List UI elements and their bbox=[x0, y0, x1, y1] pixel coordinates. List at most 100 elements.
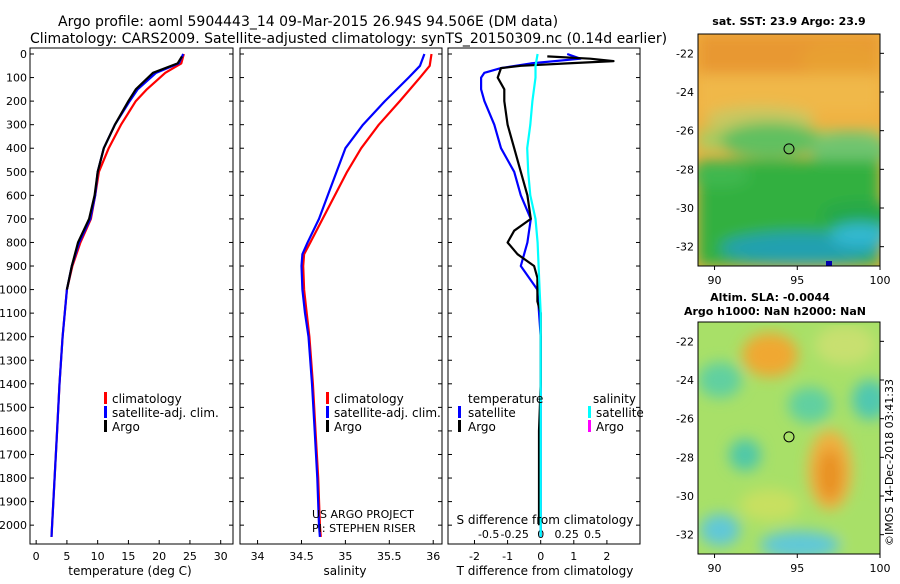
difference-legend-temperature: temperature satellite Argo bbox=[458, 392, 543, 434]
map-x-tick-label: 95 bbox=[790, 274, 804, 287]
map-y-tick-label: -22 bbox=[676, 335, 694, 348]
y-tick-label: 500 bbox=[6, 166, 27, 179]
sst-map: sat. SST: 23.9 Argo: 23.9 90 95 100-22-24- bbox=[676, 15, 890, 287]
map-x-tick-label: 95 bbox=[790, 562, 804, 575]
x-tick-label: 36 bbox=[426, 550, 440, 563]
y-tick-label: 1400 bbox=[0, 378, 27, 391]
map-x-tick-label: 100 bbox=[870, 562, 891, 575]
legend-swatch-climatology bbox=[326, 392, 329, 404]
x-top-tick-label: -0.5 bbox=[478, 528, 499, 541]
temperature-legend: climatology satellite-adj. clim. Argo bbox=[104, 392, 219, 434]
map-y-tick-label: -32 bbox=[676, 241, 694, 254]
salinity-legend: climatology satellite-adj. clim. Argo bbox=[326, 392, 441, 434]
y-tick-label: 200 bbox=[6, 95, 27, 108]
legend-swatch-t-argo bbox=[458, 420, 461, 432]
y-tick-label: 1100 bbox=[0, 307, 27, 320]
legend-swatch-argo bbox=[104, 420, 107, 432]
s-difference-axis-label: S difference from climatology bbox=[457, 513, 634, 527]
x-tick-label: 10 bbox=[91, 550, 105, 563]
map-y-tick-label: -30 bbox=[676, 490, 694, 503]
sst-float-marker bbox=[783, 143, 795, 155]
y-tick-label: 1200 bbox=[0, 331, 27, 344]
y-tick-label: 300 bbox=[6, 119, 27, 132]
legend-swatch-t-satellite bbox=[458, 406, 461, 418]
sla-float-marker bbox=[783, 431, 795, 443]
legend-label-climatology: climatology bbox=[334, 392, 404, 406]
map-y-tick-label: -22 bbox=[676, 47, 694, 60]
x-tick-label: 35.5 bbox=[377, 550, 402, 563]
series-line-s-satellite bbox=[526, 53, 542, 537]
salinity-axis-label: salinity bbox=[323, 564, 366, 578]
temperature-axis-label: temperature (deg C) bbox=[68, 564, 191, 578]
x-tick-label: 35 bbox=[338, 550, 352, 563]
x-tick-label: 30 bbox=[214, 550, 228, 563]
x-tick-label: -1 bbox=[502, 550, 513, 563]
x-tick-label: 34 bbox=[251, 550, 265, 563]
map-x-tick-label: 100 bbox=[870, 274, 891, 287]
y-tick-label: 1600 bbox=[0, 425, 27, 438]
legend-swatch-climatology bbox=[104, 392, 107, 404]
series-line-satellite-adj-clim- bbox=[300, 53, 426, 537]
map-y-tick-label: -24 bbox=[676, 86, 694, 99]
y-tick-label: 1500 bbox=[0, 401, 27, 414]
temperature-lines bbox=[50, 53, 185, 537]
x-tick-label: 5 bbox=[63, 550, 70, 563]
x-top-tick-label: 0.25 bbox=[554, 528, 579, 541]
series-line-climatology bbox=[302, 53, 433, 537]
sst-map-title: sat. SST: 23.9 Argo: 23.9 bbox=[712, 15, 865, 28]
x-tick-label: 20 bbox=[152, 550, 166, 563]
legend-label-t-satellite: satellite bbox=[468, 406, 516, 420]
map-y-tick-label: -24 bbox=[676, 374, 694, 387]
x-tick-label: 15 bbox=[121, 550, 135, 563]
x-top-tick-label: -0.25 bbox=[500, 528, 528, 541]
sst-map-axes: 90 95 100 -22 -24 -26 -28 -30 -32 bbox=[676, 47, 890, 287]
legend-swatch-satellite bbox=[104, 406, 107, 418]
header-line-1: Argo profile: aoml 5904443_14 09-Mar-201… bbox=[58, 14, 558, 30]
sla-map-title-line-1: Altim. SLA: -0.0044 bbox=[710, 291, 830, 304]
footer-stamp: ©IMOS 14-Dec-2018 03:41:33 bbox=[883, 379, 896, 546]
y-tick-label: 900 bbox=[6, 260, 27, 273]
sla-map-field bbox=[698, 322, 880, 554]
legend-swatch-s-argo bbox=[588, 420, 591, 432]
x-tick-label: 25 bbox=[183, 550, 197, 563]
t-difference-axis-label: T difference from climatology bbox=[456, 564, 634, 578]
y-tick-label: 2000 bbox=[0, 519, 27, 532]
y-tick-label: 100 bbox=[6, 72, 27, 85]
legend-label-s-satellite: satellite bbox=[596, 406, 644, 420]
salinity-lines bbox=[300, 53, 433, 537]
legend-title-temperature: temperature bbox=[468, 392, 543, 406]
map-y-tick-label: -28 bbox=[676, 451, 694, 464]
y-tick-label: 1900 bbox=[0, 496, 27, 509]
temperature-panel: 0100200300400500600700800900100011001200… bbox=[0, 47, 234, 578]
x-tick-label: 0 bbox=[33, 550, 40, 563]
legend-label-argo: Argo bbox=[112, 420, 140, 434]
depth-axis: 0 100 200 300 400 500 600 700 800 900 1000 1100 1200… bbox=[0, 48, 233, 532]
x-tick-label: -2 bbox=[469, 550, 480, 563]
map-y-tick-label: -26 bbox=[676, 413, 694, 426]
sla-map: Altim. SLA: -0.0044 Argo h1000: NaN h200… bbox=[676, 291, 890, 575]
x-top-tick-label: 0.5 bbox=[584, 528, 602, 541]
sla-map-axes: 90 95 100 -22 -24 -26 -28 -30 -32 bbox=[676, 335, 890, 575]
y-tick-label: 1700 bbox=[0, 448, 27, 461]
y-tick-label: 1300 bbox=[0, 354, 27, 367]
series-line-satellite-adj-clim- bbox=[50, 53, 185, 537]
legend-label-satellite: satellite-adj. clim. bbox=[112, 406, 219, 420]
x-tick-label: 0 bbox=[537, 550, 544, 563]
sst-map-field bbox=[698, 34, 880, 266]
legend-label-argo: Argo bbox=[334, 420, 362, 434]
legend-label-s-argo: Argo bbox=[596, 420, 624, 434]
legend-swatch-s-satellite bbox=[588, 406, 591, 418]
legend-title-salinity: salinity bbox=[593, 392, 636, 406]
y-tick-label: 400 bbox=[6, 142, 27, 155]
series-line-argo bbox=[65, 55, 183, 290]
x-tick-label: 1 bbox=[570, 550, 577, 563]
legend-swatch-satellite bbox=[326, 406, 329, 418]
difference-lines bbox=[480, 52, 615, 537]
salinity-depth-ticks bbox=[240, 53, 442, 526]
difference-legend-salinity: salinity satellite Argo bbox=[588, 392, 644, 434]
x-tick-label: 2 bbox=[603, 550, 610, 563]
map-y-tick-label: -28 bbox=[676, 163, 694, 176]
salinity-panel: 34 34.5 35 35.5 36 salinity climatology sate… bbox=[239, 47, 443, 578]
y-tick-label: 1800 bbox=[0, 472, 27, 485]
